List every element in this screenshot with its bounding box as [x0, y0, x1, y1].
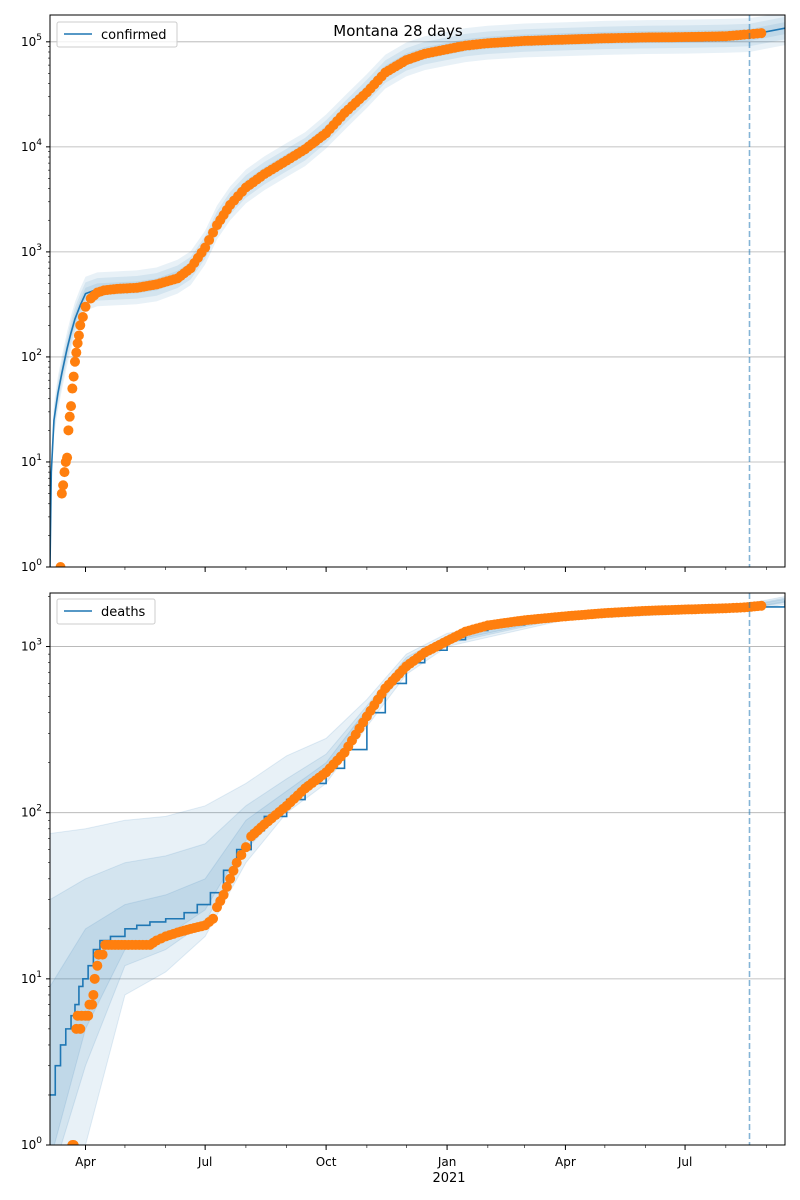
confirmed-observed-points — [55, 28, 767, 567]
deaths-observed-point — [236, 849, 247, 860]
deaths-observed-point — [88, 989, 99, 1000]
confirmed-observed-point — [56, 488, 67, 499]
x-axis-year-label: 2021 — [432, 1171, 465, 1186]
deaths-observed-point — [756, 600, 767, 611]
confirmed-legend-label: confirmed — [101, 28, 167, 43]
deaths-observed-point — [97, 949, 108, 960]
confirmed-observed-point — [62, 452, 73, 463]
deaths-ytick-label: 102 — [21, 804, 42, 820]
confirmed-observed-point — [59, 467, 70, 478]
deaths-ytick-label: 101 — [21, 970, 42, 986]
confirmed-y-ticks: 100 101 102 103 104 105 — [21, 33, 50, 574]
confirmed-observed-point — [68, 371, 79, 382]
deaths-y-ticks: 100 101 102 103 — [21, 596, 50, 1152]
deaths-xtick-label: Apr — [75, 1155, 96, 1169]
confirmed-observed-point — [756, 28, 767, 39]
confirmed-ytick-label: 104 — [21, 138, 42, 154]
confirmed-observed-point — [75, 320, 86, 331]
deaths-observed-point — [221, 881, 232, 892]
deaths-legend-label: deaths — [101, 605, 146, 620]
deaths-grid — [50, 646, 785, 980]
deaths-observed-point — [228, 865, 239, 876]
deaths-xtick-label: Jan — [437, 1155, 457, 1169]
deaths-legend-box — [56, 598, 156, 625]
deaths-ytick-label: 100 — [21, 1136, 42, 1152]
confirmed-observed-point — [67, 383, 78, 394]
deaths-observed-point — [89, 973, 100, 984]
deaths-xtick-label: Oct — [316, 1155, 337, 1169]
deaths-observed-point — [218, 889, 229, 900]
confirmed-legend: confirmed — [56, 21, 178, 48]
deaths-xtick-label: Jul — [197, 1155, 212, 1169]
confirmed-x-ticks — [85, 567, 767, 572]
deaths-observed-points — [67, 600, 767, 1145]
deaths-observed-point — [208, 913, 219, 924]
confirmed-observed-point — [63, 425, 74, 436]
deaths-panel: Apr Jul Oct Jan Apr Jul 100 101 102 103 deaths 2… — [21, 592, 786, 1186]
confirmed-observed-point — [58, 480, 69, 491]
chart-title: Montana 28 days — [333, 22, 463, 40]
confirmed-observed-point — [66, 401, 77, 412]
confirmed-ytick-label: 101 — [21, 453, 42, 469]
confirmed-ytick-label: 100 — [21, 558, 42, 574]
deaths-x-ticks: Apr Jul Oct Jan Apr Jul — [75, 1145, 767, 1169]
deaths-observed-point — [92, 960, 103, 971]
confirmed-observed-point — [55, 562, 66, 567]
confirmed-observed-point — [71, 347, 82, 358]
confirmed-legend-box — [56, 21, 178, 48]
deaths-observed-point — [231, 857, 242, 868]
deaths-xtick-label: Apr — [555, 1155, 576, 1169]
deaths-axes-frame — [49, 592, 786, 1146]
confirmed-observed-point — [77, 311, 88, 322]
confirmed-panel: 100 101 102 103 104 105 confirmed Montana 28 … — [21, 14, 786, 574]
confirmed-observed-point — [73, 330, 84, 341]
deaths-observed-point — [75, 1023, 86, 1034]
deaths-legend: deaths — [56, 598, 156, 625]
confirmed-ytick-label: 105 — [21, 33, 42, 49]
deaths-observed-point — [83, 1010, 94, 1021]
confirmed-frame-rect — [49, 14, 786, 568]
confirmed-ytick-label: 103 — [21, 243, 42, 259]
confirmed-observed-point — [208, 227, 219, 238]
confirmed-observed-point — [200, 242, 211, 253]
confirmed-observed-point — [204, 235, 215, 246]
deaths-ytick-label: 103 — [21, 638, 42, 654]
confirmed-observed-point — [69, 356, 80, 367]
confirmed-observed-point — [80, 301, 91, 312]
confirmed-ytick-label: 102 — [21, 348, 42, 364]
confirmed-axes-frame — [49, 14, 786, 568]
deaths-observed-point — [225, 873, 236, 884]
confirmed-observed-point — [72, 338, 83, 349]
deaths-observed-point — [87, 999, 98, 1010]
confirmed-observed-point — [64, 411, 75, 422]
deaths-observed-point — [240, 842, 251, 853]
deaths-band — [50, 596, 785, 1145]
confirmed-grid — [50, 41, 785, 463]
deaths-observed-point — [68, 1140, 79, 1145]
deaths-frame-rect — [49, 592, 786, 1146]
deaths-band — [50, 598, 785, 1145]
deaths-xtick-label: Jul — [677, 1155, 692, 1169]
